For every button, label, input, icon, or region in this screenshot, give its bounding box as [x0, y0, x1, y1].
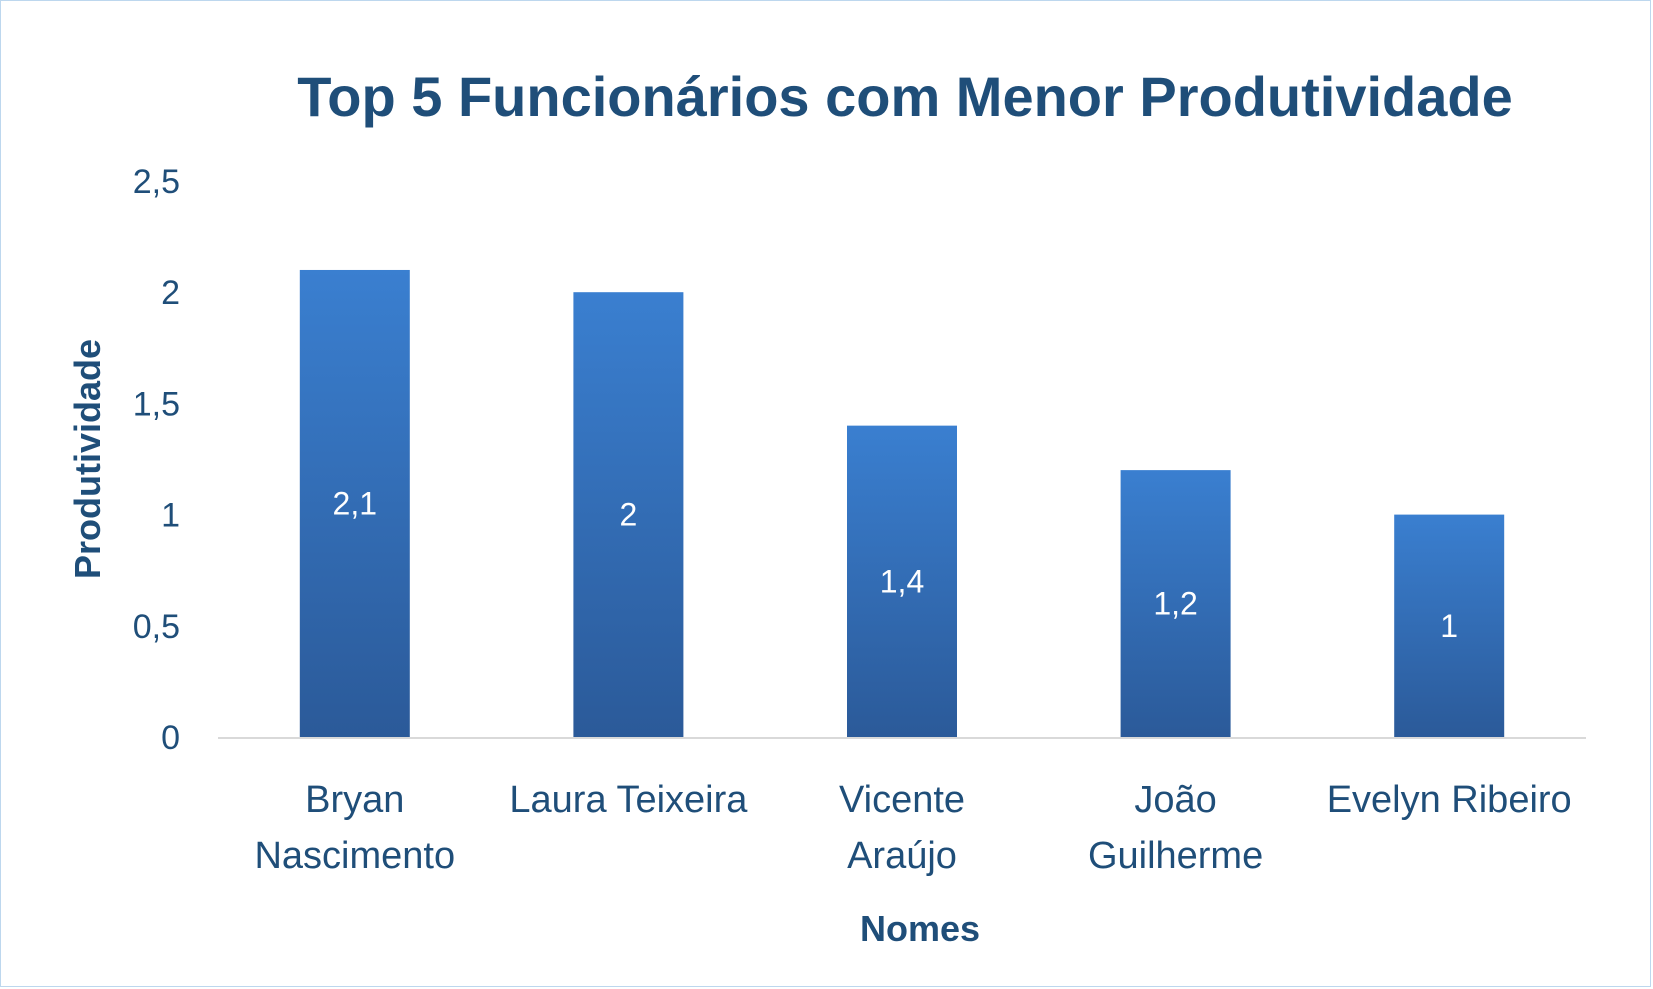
x-axis-title: Nomes [860, 908, 980, 949]
y-tick-label: 0 [161, 719, 180, 757]
x-category-label: Vicente Araújo [839, 779, 965, 877]
chart-title: Top 5 Funcionários com Menor Produtivida… [297, 65, 1513, 128]
y-tick-label: 2 [161, 274, 180, 312]
bars-group: 2,1 2 1,4 1,2 1 [300, 270, 1504, 737]
y-tick-label: 0,5 [133, 608, 180, 646]
bar-value-label: 2 [620, 497, 638, 533]
y-axis-ticks: 0 0,5 1 1,5 2 2,5 [133, 163, 180, 757]
y-tick-label: 1,5 [133, 385, 180, 423]
x-category-label: Evelyn Ribeiro [1327, 779, 1572, 821]
bar-value-label: 1,2 [1153, 586, 1197, 622]
bar-value-label: 2,1 [333, 485, 377, 521]
y-axis-title: Produtividade [67, 339, 108, 579]
bar-value-label: 1 [1440, 608, 1458, 644]
x-category-label: Bryan Nascimento [254, 779, 455, 877]
y-tick-label: 2,5 [133, 163, 180, 201]
y-tick-label: 1 [161, 497, 180, 535]
x-category-label: João Guilherme [1088, 779, 1263, 877]
bar-value-label: 1,4 [880, 563, 924, 599]
x-category-label: Laura Teixeira [509, 779, 748, 821]
x-axis-categories: Bryan Nascimento Laura Teixeira Vicente Araú… [254, 779, 1571, 877]
